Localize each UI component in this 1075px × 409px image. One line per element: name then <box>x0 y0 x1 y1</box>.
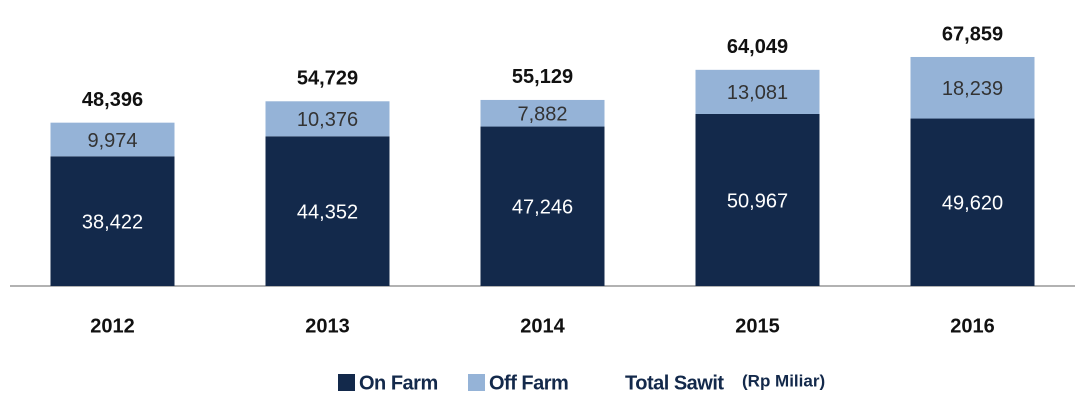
bar-segment <box>695 69 820 114</box>
value-label: 49,620 <box>942 193 1003 215</box>
legend-swatch <box>338 374 355 391</box>
bar-segment <box>910 118 1035 286</box>
value-label: 44,352 <box>297 201 358 223</box>
legend-swatch <box>468 374 485 391</box>
legend-unit: (Rp Miliar) <box>742 371 825 390</box>
x-tick-label: 2015 <box>735 315 780 337</box>
x-tick-label: 2012 <box>90 315 135 337</box>
bar-segment <box>480 99 605 127</box>
total-label: 55,129 <box>512 66 573 88</box>
value-label: 7,882 <box>517 104 567 126</box>
value-label: 10,376 <box>297 109 358 131</box>
legend-label: Total Sawit <box>625 372 724 394</box>
legend-label: On Farm <box>359 372 438 394</box>
bar-segment <box>910 56 1035 119</box>
bar-segment <box>695 113 820 286</box>
bar-segment <box>265 101 390 137</box>
x-tick-label: 2014 <box>520 315 565 337</box>
value-label: 50,967 <box>727 190 788 212</box>
value-label: 9,974 <box>87 130 137 152</box>
bar-segment <box>265 136 390 286</box>
total-label: 54,729 <box>297 68 358 90</box>
value-label: 13,081 <box>727 82 788 104</box>
x-tick-label: 2016 <box>950 315 995 337</box>
value-label: 18,239 <box>942 78 1003 100</box>
total-label: 48,396 <box>82 89 143 111</box>
total-label: 67,859 <box>942 23 1003 45</box>
legend-label: Off Farm <box>489 372 568 394</box>
total-label: 64,049 <box>727 36 788 58</box>
x-tick-label: 2013 <box>305 315 350 337</box>
bar-segment <box>50 122 175 157</box>
value-label: 38,422 <box>82 211 143 233</box>
value-label: 47,246 <box>512 197 573 219</box>
bar-segment <box>480 126 605 287</box>
bar-segment <box>50 156 175 286</box>
